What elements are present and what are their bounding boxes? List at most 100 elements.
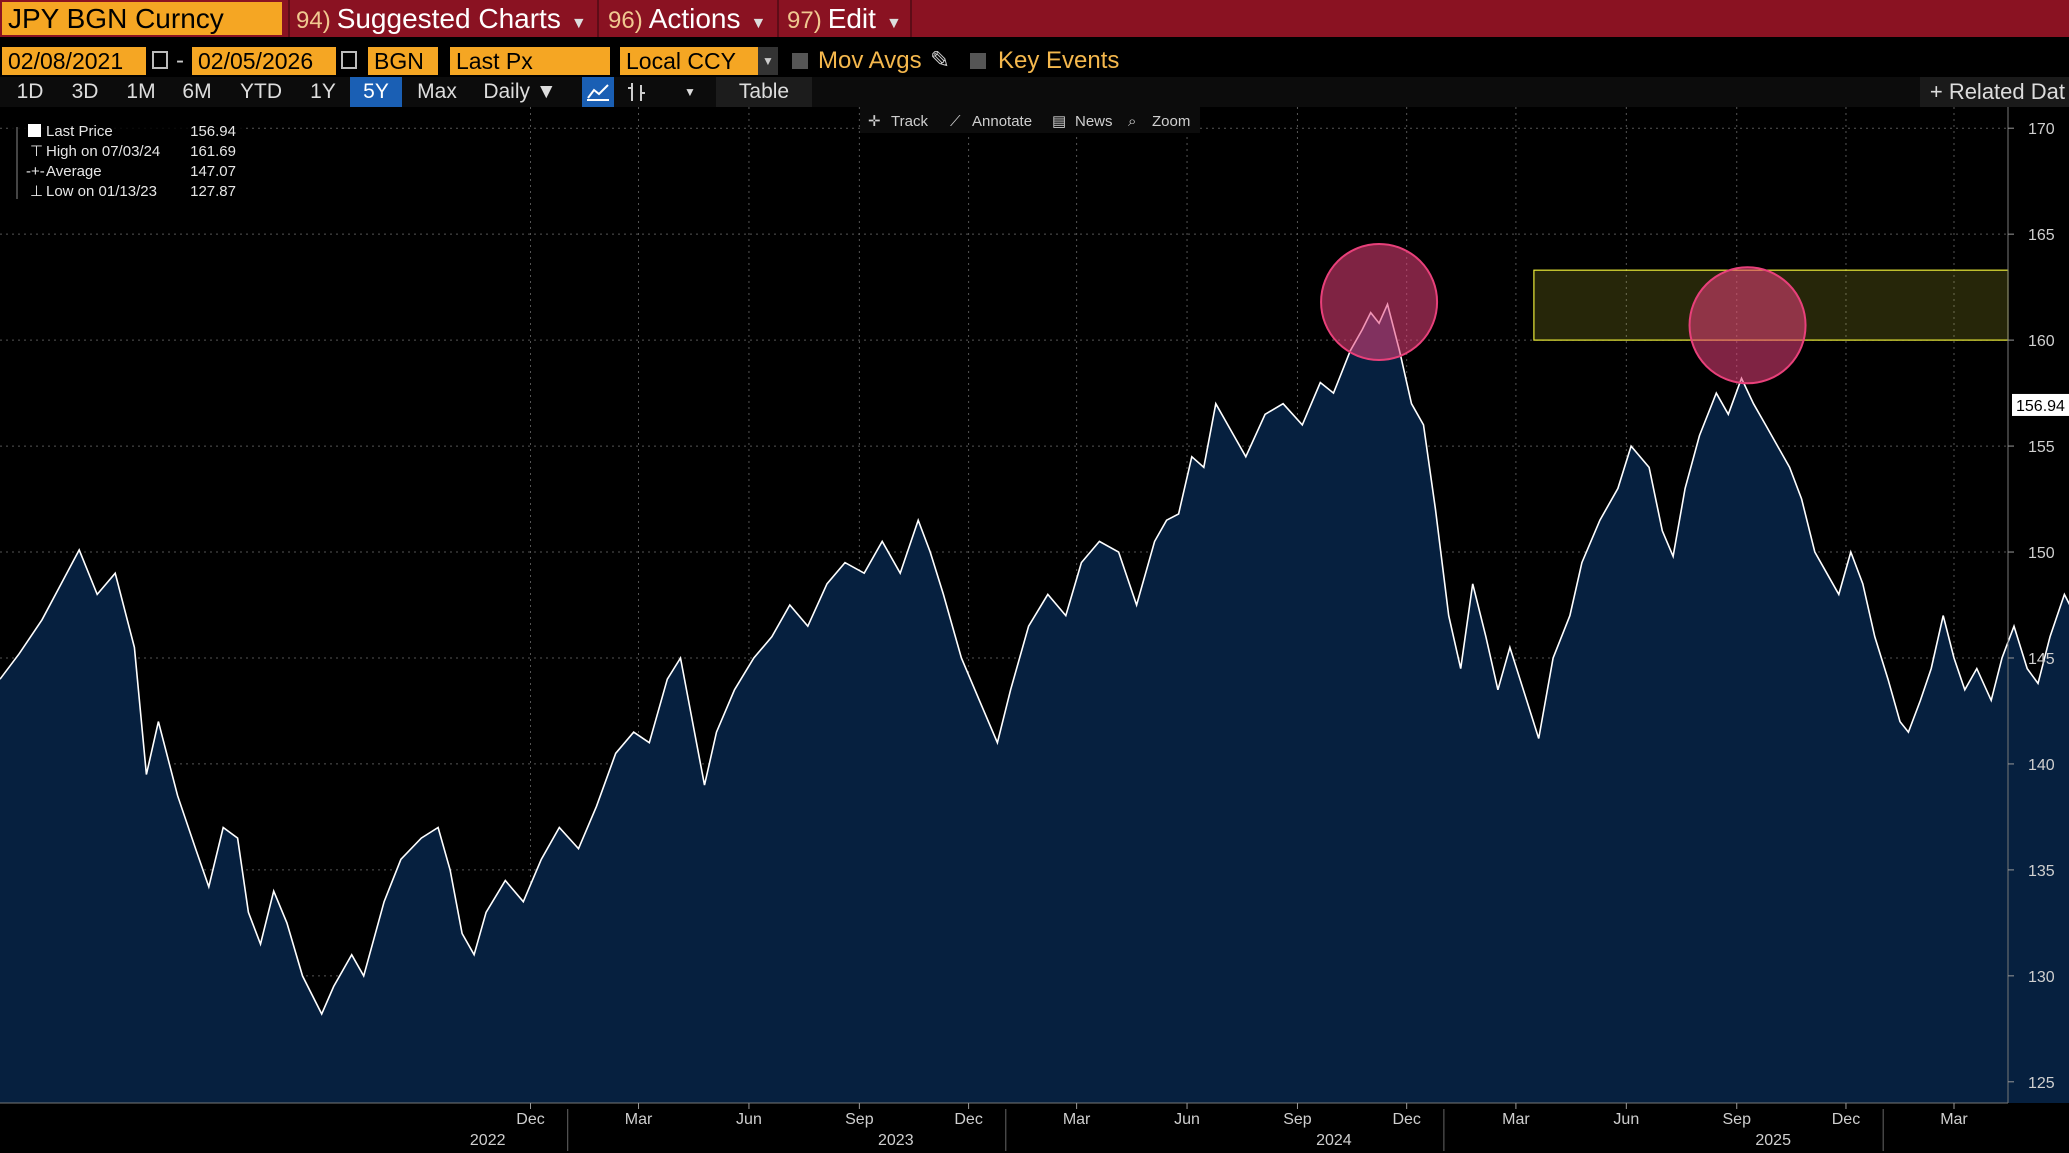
last-price-tag: 156.94 bbox=[2012, 393, 2069, 416]
x-tick-label: Sep bbox=[1283, 1111, 1312, 1128]
x-year-label: 2023 bbox=[878, 1132, 914, 1149]
edit-menu[interactable]: 97) Edit ▼ bbox=[787, 0, 902, 37]
toolbar-separator bbox=[288, 0, 290, 37]
period-ytd-button[interactable]: YTD bbox=[240, 80, 282, 103]
x-tick-label: Jun bbox=[736, 1111, 762, 1128]
calendar-icon[interactable] bbox=[341, 51, 357, 69]
toolbar-separator bbox=[910, 0, 912, 37]
last-price-tag-text: 156.94 bbox=[2016, 398, 2065, 415]
suggested-charts-menu[interactable]: 94) Suggested Charts ▼ bbox=[296, 0, 587, 37]
pencil-icon[interactable]: ✎ bbox=[930, 47, 951, 74]
period-5y-button[interactable]: 5Y bbox=[350, 77, 402, 107]
bar-chart-icon[interactable] bbox=[620, 77, 654, 107]
highlight-circle bbox=[1688, 266, 1807, 385]
key-events-label: Key Events bbox=[998, 47, 1120, 74]
crosshair-icon[interactable]: ✛ bbox=[868, 113, 881, 130]
high-marker-icon: ⊤ bbox=[30, 143, 43, 160]
period-3d-button[interactable]: 3D bbox=[71, 80, 99, 103]
y-tick-label: 150 bbox=[2028, 545, 2055, 562]
period-1d-button[interactable]: 1D bbox=[16, 80, 44, 103]
currency-select[interactable]: Local CCY bbox=[620, 47, 758, 75]
mov-avgs-label: Mov Avgs bbox=[818, 47, 922, 74]
x-tick-label: Dec bbox=[516, 1111, 544, 1128]
frequency-select[interactable]: Daily ▼ bbox=[474, 77, 566, 107]
chevron-down-icon: ▼ bbox=[750, 15, 767, 32]
menu-number: 97) bbox=[787, 7, 822, 34]
source-field[interactable]: BGN bbox=[368, 47, 438, 75]
toolbar-separator bbox=[597, 0, 599, 37]
x-tick-label: Sep bbox=[845, 1111, 874, 1128]
x-year-label: 2022 bbox=[470, 1132, 506, 1149]
zoom-tool[interactable]: Zoom bbox=[1152, 113, 1190, 130]
actions-menu[interactable]: 96) Actions ▼ bbox=[608, 0, 766, 37]
x-year-label: 2024 bbox=[1316, 1132, 1352, 1149]
top-toolbar: JPY BGN Curncy 94) Suggested Charts ▼ 96) A… bbox=[0, 0, 2069, 37]
legend-average-value: 147.07 bbox=[190, 163, 236, 180]
y-tick-label: 140 bbox=[2028, 757, 2055, 774]
menu-label: Suggested Charts bbox=[336, 3, 561, 34]
news-icon[interactable]: ▤ bbox=[1052, 113, 1066, 130]
x-tick-label: Mar bbox=[1063, 1111, 1091, 1128]
chevron-down-icon: ▼ bbox=[885, 15, 902, 32]
price-chart[interactable]: 125 130 135 140 145 150 155 160 165 170 Dec Mar Jun… bbox=[0, 107, 2069, 1153]
chevron-down-icon[interactable]: ▼ bbox=[684, 85, 696, 99]
y-tick-label: 145 bbox=[2028, 651, 2055, 668]
legend-last-value: 156.94 bbox=[190, 123, 236, 140]
line-chart-icon[interactable] bbox=[582, 77, 614, 107]
x-tick-label: Jun bbox=[1613, 1111, 1639, 1128]
menu-number: 96) bbox=[608, 7, 643, 34]
y-axis: 125 130 135 140 145 150 155 160 165 170 bbox=[2008, 121, 2055, 1092]
x-tick-label: Dec bbox=[1832, 1111, 1860, 1128]
x-tick-label: Mar bbox=[1502, 1111, 1530, 1128]
average-marker-icon: -+- bbox=[26, 163, 45, 180]
highlight-circle bbox=[1320, 242, 1439, 361]
start-date-field[interactable]: 02/08/2021 bbox=[2, 47, 146, 75]
mov-avgs-checkbox[interactable] bbox=[792, 53, 808, 69]
y-tick-label: 165 bbox=[2028, 227, 2055, 244]
related-data-button[interactable]: + Related Dat bbox=[1919, 77, 2069, 107]
x-tick-label: Sep bbox=[1723, 1111, 1752, 1128]
chart-legend: Last Price 156.94 ⊤ High on 07/03/24 161… bbox=[10, 119, 242, 209]
last-price-swatch bbox=[28, 124, 41, 137]
period-bar: 1D 3D 1M 6M YTD 1Y 5Y Max Daily ▼ ▼ Tabl… bbox=[0, 77, 2069, 107]
y-tick-label: 125 bbox=[2028, 1075, 2055, 1092]
x-tick-label: Mar bbox=[1940, 1111, 1968, 1128]
annotate-tool[interactable]: Annotate bbox=[972, 113, 1032, 130]
period-1y-button[interactable]: 1Y bbox=[310, 80, 336, 103]
news-tool[interactable]: News bbox=[1075, 113, 1113, 130]
frequency-label: Daily bbox=[483, 80, 531, 103]
pencil-icon[interactable]: ⟋ bbox=[950, 113, 961, 130]
legend-last-label: Last Price bbox=[46, 123, 113, 140]
track-tool[interactable]: Track bbox=[891, 113, 928, 130]
period-max-button[interactable]: Max bbox=[417, 80, 457, 103]
low-marker-icon: ⊥ bbox=[30, 183, 43, 200]
zoom-icon[interactable]: ⌕ bbox=[1128, 113, 1136, 130]
chart-tools: ✛ Track ⟋ Annotate ▤ News ⌕ Zoom bbox=[860, 107, 1200, 133]
legend-low-value: 127.87 bbox=[190, 183, 236, 200]
legend-average-label: Average bbox=[46, 163, 102, 180]
end-date-field[interactable]: 02/05/2026 bbox=[192, 47, 336, 75]
price-field-select[interactable]: Last Px bbox=[450, 47, 610, 75]
chevron-down-icon: ▼ bbox=[535, 80, 557, 103]
legend-high-value: 161.69 bbox=[190, 143, 236, 160]
table-button[interactable]: Table bbox=[716, 77, 812, 107]
calendar-icon[interactable] bbox=[152, 51, 168, 69]
x-tick-label: Mar bbox=[625, 1111, 653, 1128]
x-tick-label: Jun bbox=[1174, 1111, 1200, 1128]
key-events-checkbox[interactable] bbox=[970, 53, 986, 69]
chevron-down-icon: ▼ bbox=[570, 15, 587, 32]
y-tick-label: 160 bbox=[2028, 333, 2055, 350]
chevron-down-icon[interactable]: ▼ bbox=[758, 47, 778, 75]
plus-icon: + bbox=[1929, 79, 1943, 104]
legend-high-label: High on 07/03/24 bbox=[46, 143, 160, 160]
y-tick-label: 155 bbox=[2028, 439, 2055, 456]
x-tick-label: Dec bbox=[1392, 1111, 1420, 1128]
x-axis: Dec Mar Jun Sep Dec Mar Jun Sep Dec Mar Jun Sep Dec M… bbox=[470, 1103, 1968, 1151]
menu-label: Actions bbox=[648, 3, 741, 34]
period-1m-button[interactable]: 1M bbox=[126, 80, 156, 103]
period-6m-button[interactable]: 6M bbox=[182, 80, 212, 103]
ticker-field[interactable]: JPY BGN Curncy bbox=[2, 2, 282, 35]
menu-number: 94) bbox=[296, 7, 331, 34]
date-range-dash: - bbox=[176, 47, 184, 74]
highlight-circles bbox=[1320, 242, 1807, 385]
